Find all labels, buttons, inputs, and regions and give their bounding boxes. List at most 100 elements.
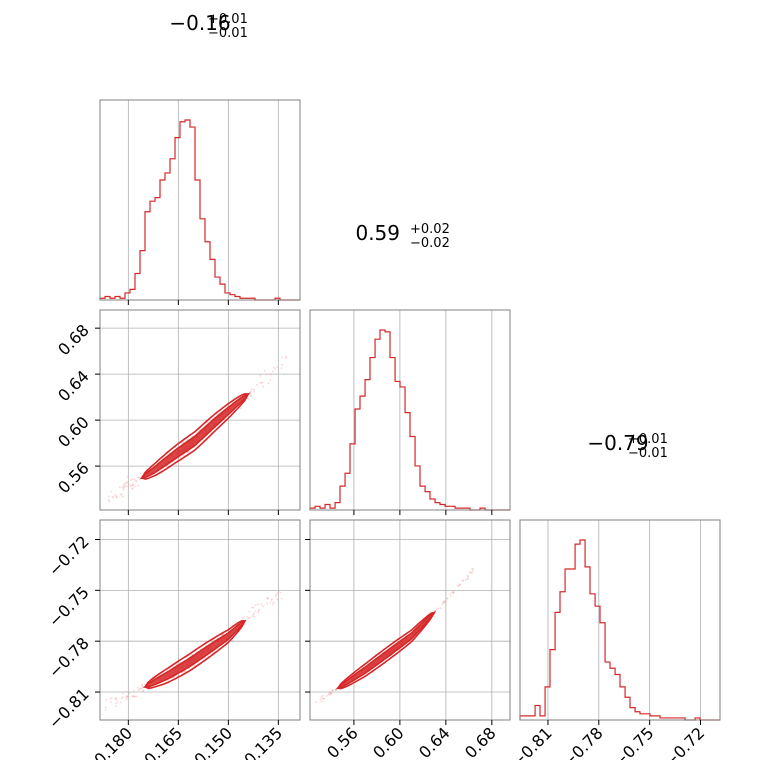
sample-point [122, 486, 125, 489]
sample-point [281, 597, 283, 600]
sample-point [244, 623, 246, 626]
sample-point [267, 382, 270, 385]
sample-point [320, 700, 323, 703]
sample-point [115, 495, 118, 498]
sample-point [123, 486, 126, 488]
hist-3-frame [519, 519, 721, 721]
sample-point [142, 689, 145, 692]
sample-point [120, 697, 123, 699]
sample-point [276, 592, 279, 595]
title-param-1-err-minus: −0.01 [208, 26, 248, 41]
sample-point [184, 670, 187, 673]
sample-point [114, 698, 117, 700]
sample-point [458, 583, 461, 586]
sample-point [126, 475, 129, 478]
sample-point [134, 485, 136, 488]
sample-point [241, 616, 244, 619]
sample-point [252, 388, 255, 391]
sample-point [321, 694, 324, 697]
pair-1-3-xtick-label-1: −0.165 [131, 723, 186, 760]
sample-point [135, 480, 138, 483]
sample-point [452, 592, 455, 594]
sample-point [115, 702, 117, 705]
sample-point [122, 483, 125, 486]
sample-point [259, 374, 262, 377]
pair-2-3-marks [315, 567, 475, 704]
sample-point [109, 697, 112, 700]
histogram-step-3 [519, 539, 720, 721]
sample-point [115, 705, 118, 708]
sample-point [129, 485, 132, 487]
sample-point [322, 697, 325, 700]
sample-point [109, 701, 112, 703]
sample-point [441, 603, 444, 606]
title-param-3: −0.79 [587, 431, 648, 455]
sample-point [331, 689, 334, 691]
sample-point [166, 669, 169, 672]
sample-point [260, 603, 263, 606]
sample-point [119, 701, 122, 704]
sample-point [132, 689, 135, 692]
sample-point [467, 575, 469, 577]
sample-point [442, 600, 445, 603]
sample-point [269, 379, 272, 381]
sample-point [143, 683, 146, 686]
sample-point [115, 697, 117, 699]
sample-point [436, 608, 438, 611]
pair-1-2-ytick-label-1: 0.60 [54, 413, 93, 452]
sample-point [133, 478, 136, 481]
hist-2-frame [309, 309, 511, 511]
sample-point [187, 450, 190, 453]
sample-point [464, 578, 467, 581]
sample-point [262, 605, 264, 608]
sample-point [254, 610, 257, 613]
sample-point [107, 499, 110, 502]
sample-point [266, 597, 269, 600]
sample-point [319, 699, 322, 701]
sample-point [334, 688, 337, 691]
pair-1-2-ytick-label-0: 0.56 [54, 458, 93, 497]
pair-1-3-xtick-label-3: −0.135 [231, 723, 286, 760]
sample-point [249, 391, 252, 394]
sample-point [122, 692, 125, 695]
sample-point [135, 695, 138, 698]
sample-point [167, 679, 170, 682]
sample-point [173, 460, 176, 463]
sample-point [120, 494, 123, 496]
sample-point [132, 483, 134, 485]
sample-point [138, 687, 141, 690]
sample-point [285, 357, 287, 359]
histogram-panel-1 [99, 99, 301, 305]
sample-point [127, 695, 129, 698]
pair-1-3-marks [104, 590, 283, 711]
sample-point [142, 690, 145, 692]
sample-point [126, 695, 128, 698]
sample-point [247, 617, 250, 620]
pair-1-3-xtick-label-0: −0.180 [81, 723, 136, 760]
sample-point [265, 373, 268, 376]
pair-2-3-xtick-label-0: 0.56 [323, 723, 362, 760]
title-param-2-err-minus: −0.02 [410, 236, 450, 251]
sample-point [125, 696, 128, 699]
sample-point [131, 487, 134, 490]
sample-point [116, 700, 119, 703]
sample-point [127, 483, 130, 486]
sample-point [105, 698, 108, 701]
sample-point [266, 602, 268, 604]
sample-point [276, 366, 278, 368]
sample-point [209, 653, 212, 656]
sample-point [133, 695, 136, 698]
sample-point [251, 606, 254, 609]
sample-point [141, 686, 144, 688]
sample-point [243, 616, 246, 619]
pair-2-3-xtick-label-2: 0.64 [415, 723, 454, 760]
sample-point [329, 692, 332, 695]
pair-1-3-xtick-label-2: −0.150 [181, 723, 236, 760]
pair-1-3-contour-2 [142, 620, 246, 688]
sample-point [115, 495, 118, 497]
pair-2-3-frame [309, 519, 511, 721]
sample-point [250, 395, 253, 398]
histogram-step-1 [99, 119, 300, 301]
sample-point [269, 601, 272, 604]
sample-point [451, 591, 454, 593]
